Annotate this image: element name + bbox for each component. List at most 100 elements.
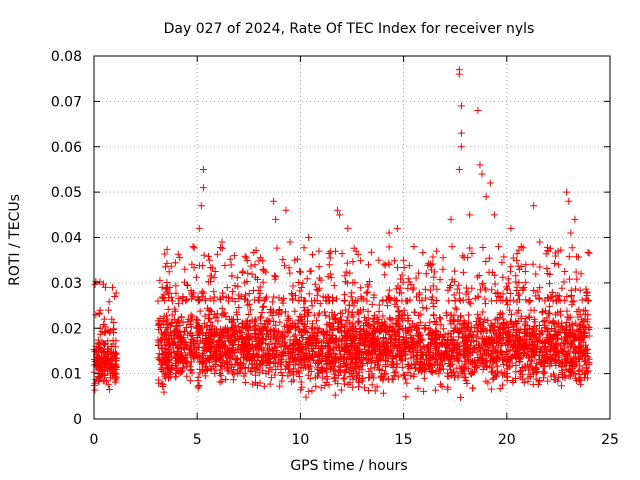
data-point xyxy=(337,386,345,394)
data-point xyxy=(112,376,120,384)
data-point xyxy=(284,326,292,334)
data-point xyxy=(271,371,279,379)
data-point xyxy=(576,355,584,363)
data-point xyxy=(476,315,484,323)
data-point xyxy=(343,259,351,267)
data-point xyxy=(175,342,183,350)
data-point xyxy=(308,387,316,395)
data-point xyxy=(522,261,530,269)
data-point xyxy=(172,327,180,335)
data-point xyxy=(362,289,370,297)
data-point xyxy=(581,306,589,314)
data-point xyxy=(177,338,185,346)
data-point xyxy=(357,257,365,265)
data-point xyxy=(212,314,220,322)
data-point xyxy=(376,365,384,373)
data-point xyxy=(551,332,559,340)
data-point xyxy=(404,284,412,292)
data-point xyxy=(581,373,589,381)
data-point xyxy=(201,312,209,320)
data-point xyxy=(408,326,416,334)
data-point xyxy=(502,351,510,359)
data-point xyxy=(385,243,393,251)
data-point xyxy=(380,370,388,378)
data-point xyxy=(330,282,338,290)
data-point xyxy=(259,336,267,344)
data-point xyxy=(331,315,339,323)
data-point xyxy=(380,374,388,382)
data-point xyxy=(556,307,564,315)
data-point xyxy=(227,355,235,363)
data-point xyxy=(579,322,587,330)
data-point xyxy=(557,335,565,343)
data-point xyxy=(189,243,197,251)
data-point xyxy=(194,316,202,324)
data-point xyxy=(269,326,277,334)
data-point xyxy=(563,188,571,196)
data-point xyxy=(451,304,459,312)
data-point xyxy=(169,344,177,352)
data-point xyxy=(324,351,332,359)
data-point xyxy=(449,369,457,377)
data-point xyxy=(164,340,172,348)
data-point xyxy=(278,352,286,360)
data-point xyxy=(296,287,304,295)
data-point xyxy=(250,248,258,256)
data-point xyxy=(329,319,337,327)
data-point xyxy=(190,264,198,272)
data-point xyxy=(362,316,370,324)
data-point xyxy=(585,296,593,304)
data-point xyxy=(511,340,519,348)
data-point xyxy=(370,320,378,328)
x-tick-label: 10 xyxy=(291,432,309,448)
data-point xyxy=(585,326,593,334)
data-point xyxy=(491,280,499,288)
data-point xyxy=(112,289,120,297)
grid-lines xyxy=(94,56,610,419)
data-point xyxy=(213,250,221,258)
data-point xyxy=(582,352,590,360)
data-point xyxy=(256,361,264,369)
data-point xyxy=(250,346,258,354)
data-point xyxy=(98,353,106,361)
data-point xyxy=(159,383,167,391)
data-point xyxy=(459,296,467,304)
chart-title: Day 027 of 2024, Rate Of TEC Index for r… xyxy=(164,21,535,37)
data-point xyxy=(503,330,511,338)
data-point xyxy=(230,370,238,378)
data-point xyxy=(333,295,341,303)
data-point xyxy=(162,361,170,369)
data-point xyxy=(214,317,222,325)
data-point xyxy=(161,297,169,305)
data-point xyxy=(171,373,179,381)
data-point xyxy=(296,340,304,348)
data-point xyxy=(311,374,319,382)
data-point xyxy=(342,268,350,276)
data-point xyxy=(433,297,441,305)
data-point xyxy=(286,361,294,369)
data-point xyxy=(552,361,560,369)
data-point xyxy=(325,344,333,352)
data-point xyxy=(243,354,251,362)
data-point xyxy=(215,338,223,346)
data-point xyxy=(406,296,414,304)
data-point xyxy=(103,345,111,353)
data-point xyxy=(524,374,532,382)
data-point xyxy=(294,316,302,324)
data-point xyxy=(328,308,336,316)
data-point xyxy=(563,292,571,300)
data-point xyxy=(304,371,312,379)
data-point xyxy=(184,282,192,290)
data-point xyxy=(400,256,408,264)
data-point xyxy=(292,337,300,345)
data-point xyxy=(101,359,109,367)
data-point xyxy=(376,356,384,364)
data-point xyxy=(218,244,226,252)
data-point xyxy=(240,372,248,380)
data-point xyxy=(371,387,379,395)
data-point xyxy=(218,365,226,373)
data-point xyxy=(512,272,520,280)
data-point xyxy=(504,301,512,309)
data-point xyxy=(371,340,379,348)
data-point xyxy=(282,308,290,316)
